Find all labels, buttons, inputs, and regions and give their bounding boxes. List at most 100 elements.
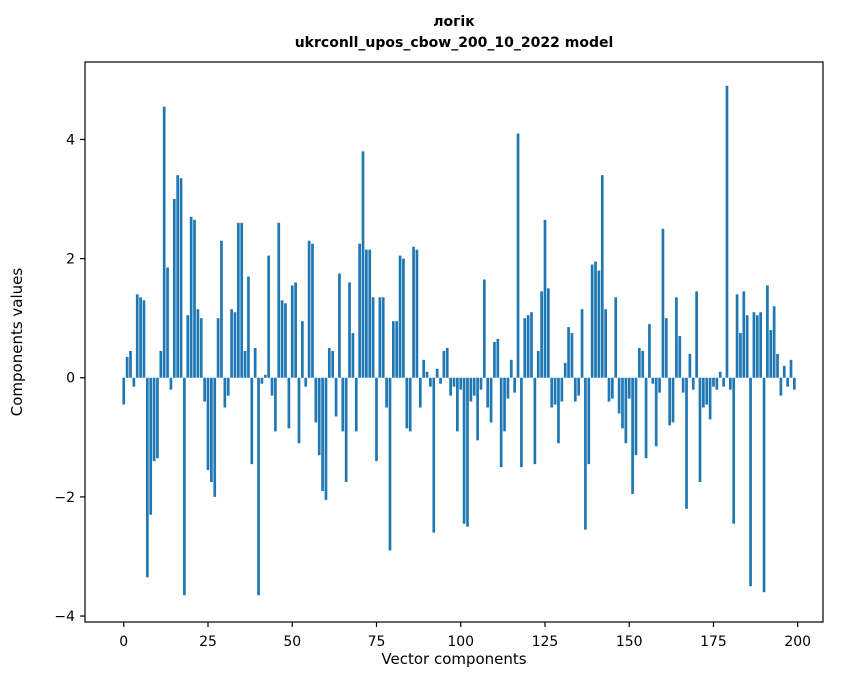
bar	[395, 321, 399, 378]
bar	[631, 377, 634, 494]
bar	[456, 377, 459, 432]
bar	[779, 377, 783, 396]
bar	[496, 339, 500, 378]
bar	[782, 365, 786, 378]
bar	[685, 377, 688, 509]
bar	[301, 321, 304, 378]
bar	[658, 377, 661, 393]
bar	[739, 333, 742, 378]
bar	[233, 312, 237, 378]
bar	[213, 377, 217, 497]
bar	[462, 377, 466, 524]
chart-subtitle: ukrconll_upos_cbow_200_10_2022 model	[295, 35, 614, 51]
bar	[294, 282, 297, 378]
bar	[152, 377, 156, 462]
bar	[530, 312, 533, 378]
bar	[547, 288, 550, 378]
bar	[358, 243, 361, 378]
bar	[418, 377, 422, 408]
bar	[678, 336, 682, 378]
x-tick-label: 50	[283, 634, 301, 650]
bar	[695, 291, 698, 378]
bar	[135, 294, 139, 378]
bar	[691, 377, 695, 390]
bar	[580, 309, 584, 378]
bar	[469, 377, 473, 402]
bar	[759, 312, 763, 378]
bar	[459, 377, 463, 390]
bar	[287, 377, 291, 429]
bar	[668, 377, 672, 426]
y-tick-label: 4	[66, 132, 75, 148]
bar	[388, 377, 392, 551]
bar	[513, 377, 517, 393]
bar	[247, 276, 250, 378]
bar	[664, 318, 668, 378]
bar	[718, 371, 722, 378]
bar	[398, 255, 402, 378]
bar	[745, 315, 749, 378]
chart-title: логік	[433, 14, 475, 30]
x-tick-label: 25	[199, 634, 217, 650]
bar	[240, 222, 244, 378]
bar	[351, 333, 355, 378]
bar	[280, 300, 284, 378]
bar	[156, 377, 159, 459]
bar	[257, 377, 260, 596]
bar	[236, 222, 240, 378]
x-tick-label: 175	[700, 634, 727, 650]
bar	[722, 377, 725, 387]
bar	[159, 350, 163, 378]
bar	[624, 377, 628, 444]
bar	[297, 377, 301, 444]
bar	[661, 228, 665, 378]
bar	[429, 377, 432, 387]
bar	[361, 151, 365, 378]
bar	[637, 347, 641, 378]
bar	[641, 350, 645, 378]
bar	[402, 258, 405, 378]
bar	[594, 261, 597, 378]
bar	[526, 315, 530, 378]
bar	[317, 377, 321, 456]
bar	[371, 297, 375, 378]
bar	[250, 377, 254, 465]
bar	[533, 377, 537, 465]
bar	[324, 377, 328, 500]
bar	[503, 377, 506, 432]
bar	[567, 327, 570, 378]
bar	[149, 377, 153, 515]
bar	[129, 350, 132, 378]
bar	[348, 282, 351, 378]
bar	[452, 377, 456, 387]
bar	[166, 267, 169, 378]
bar	[550, 377, 554, 408]
bar	[671, 377, 675, 423]
bar	[499, 377, 503, 468]
bar	[196, 309, 200, 378]
bar	[482, 279, 486, 378]
bar	[206, 377, 210, 471]
y-tick-label: −4	[54, 609, 75, 625]
bar	[600, 175, 604, 378]
x-tick-label: 0	[119, 634, 128, 650]
bar	[681, 377, 685, 393]
bar	[435, 368, 439, 378]
bar	[489, 377, 493, 423]
bar	[270, 377, 274, 396]
bar	[442, 350, 446, 378]
bar	[516, 133, 520, 378]
bar	[132, 377, 136, 387]
bar	[648, 324, 651, 378]
bar	[365, 249, 368, 378]
bar	[523, 318, 527, 378]
y-tick-label: −2	[54, 490, 75, 506]
bar	[290, 285, 294, 378]
bar	[331, 350, 335, 378]
bar	[253, 347, 257, 378]
bar	[139, 297, 142, 378]
bar	[520, 377, 523, 468]
y-tick-label: 2	[66, 252, 75, 268]
bar	[577, 377, 581, 396]
bar	[223, 377, 227, 408]
